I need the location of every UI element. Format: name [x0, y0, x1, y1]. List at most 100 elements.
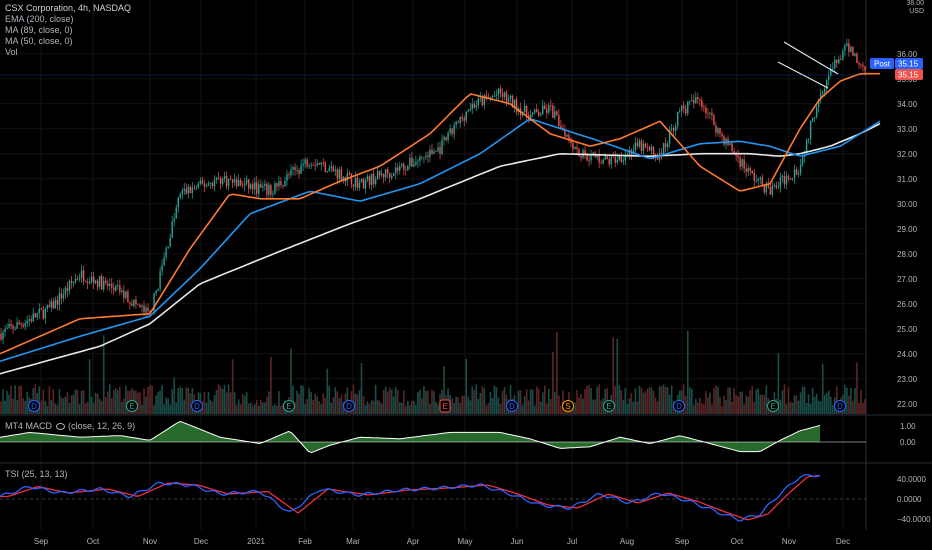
tsi-tick-label: −40.0000 — [897, 515, 931, 524]
volume-bar — [362, 396, 365, 414]
price-axis[interactable]: 36.0035.0034.0033.0032.0031.0030.0029.00… — [897, 50, 931, 524]
volume-bar — [509, 385, 512, 414]
legend-ma89[interactable]: MA (89, close, 0) — [5, 25, 73, 35]
volume-bar — [112, 389, 115, 414]
candle-body — [26, 320, 28, 324]
candle-body — [578, 148, 580, 156]
volume-bar — [417, 392, 419, 414]
event-marker-label: D — [676, 402, 682, 411]
volume-bar — [457, 397, 459, 414]
candle-body — [769, 186, 772, 195]
candle-body — [38, 308, 40, 314]
legend-ma50[interactable]: MA (50, close, 0) — [5, 36, 73, 46]
volume-bar — [846, 387, 848, 414]
legend-ema200[interactable]: EMA (200, close) — [5, 14, 74, 24]
candle-body — [185, 188, 187, 194]
candle-body — [211, 182, 214, 187]
volume-bar — [302, 385, 304, 414]
candle-body — [721, 133, 723, 137]
candle-body — [318, 163, 320, 165]
candle-body — [60, 293, 63, 299]
candle-body — [163, 257, 165, 266]
volume-bar — [827, 390, 830, 414]
volume-bar — [690, 388, 693, 414]
candle-body — [250, 184, 252, 189]
dividend-marker[interactable] — [673, 400, 685, 412]
candle-body — [103, 280, 105, 290]
volume-bar — [642, 392, 645, 414]
volume-bar — [580, 393, 582, 414]
volume-bar — [163, 404, 165, 414]
volume-bar — [709, 392, 711, 414]
volume-bar — [300, 385, 302, 414]
volume-bar — [459, 402, 461, 414]
eye-icon[interactable] — [55, 423, 65, 431]
earnings-marker[interactable] — [603, 400, 615, 412]
candle-body — [129, 302, 131, 304]
candle-body — [705, 107, 707, 114]
volume-bar — [94, 392, 97, 414]
legend-tsi[interactable]: TSI (25, 13, 13) — [5, 469, 68, 480]
volume-bar — [50, 400, 53, 414]
earnings-marker[interactable] — [126, 400, 138, 412]
y-tick-label: 27.00 — [897, 275, 918, 284]
volume-bar — [76, 390, 79, 414]
candle-body — [443, 136, 445, 140]
volume-bar — [145, 396, 147, 414]
volume-bar — [310, 392, 312, 414]
candle-body — [292, 167, 294, 170]
candle-body — [737, 155, 739, 158]
earnings-marker[interactable] — [283, 400, 295, 412]
dividend-marker[interactable] — [506, 400, 518, 412]
candle-body — [449, 128, 451, 133]
volume-bar — [584, 389, 586, 414]
dividend-marker[interactable] — [191, 400, 203, 412]
volume-bar — [695, 398, 697, 414]
currency-unit[interactable]: 38.00 USD — [906, 0, 924, 16]
split-marker[interactable] — [562, 400, 574, 412]
candle-body — [425, 155, 427, 157]
candlestick-series[interactable] — [0, 38, 866, 345]
legend-macd[interactable]: MT4 MACD (close, 12, 26, 9) — [5, 421, 135, 432]
volume-bar — [433, 391, 435, 414]
volume-bar — [368, 404, 371, 414]
volume-bar — [38, 386, 41, 414]
earnings-marker[interactable] — [767, 400, 779, 412]
volume-bar — [535, 386, 538, 414]
candle-body — [308, 165, 310, 167]
dividend-marker[interactable] — [834, 400, 846, 412]
volume-bar — [787, 387, 790, 414]
volume-bar — [0, 401, 2, 414]
dividend-marker[interactable] — [343, 400, 355, 412]
x-tick-label: Mar — [346, 537, 360, 546]
candle-body — [525, 105, 528, 116]
legend-vol[interactable]: Vol — [5, 47, 18, 57]
dividend-marker[interactable] — [28, 400, 40, 412]
candle-body — [664, 143, 667, 148]
volume-bar — [634, 388, 637, 414]
candle-body — [248, 179, 250, 189]
volume-bar — [102, 335, 105, 414]
volume-bar — [123, 398, 125, 414]
candle-body — [254, 182, 256, 190]
volume-bar — [231, 359, 234, 414]
candle-body — [179, 194, 181, 198]
candle-body — [799, 164, 802, 174]
candle-body — [604, 156, 606, 160]
candle-body — [538, 112, 540, 116]
volume-bar — [638, 385, 641, 414]
candle-body — [834, 59, 836, 68]
candle-body — [531, 112, 534, 115]
channel-upper-line[interactable] — [783, 41, 839, 75]
candle-body — [850, 47, 852, 52]
volume-bar — [793, 395, 796, 414]
earnings-marker[interactable] — [439, 399, 451, 413]
volume-bar — [78, 404, 81, 414]
candle-body — [74, 278, 77, 282]
candle-body — [785, 176, 788, 185]
volume-bar — [739, 391, 741, 414]
volume-bar — [711, 404, 713, 414]
candle-body — [614, 156, 616, 163]
time-axis[interactable]: Sep Oct Nov Dec 2021 Feb Mar Apr May Jun Jul Aug Sep… — [34, 537, 850, 546]
